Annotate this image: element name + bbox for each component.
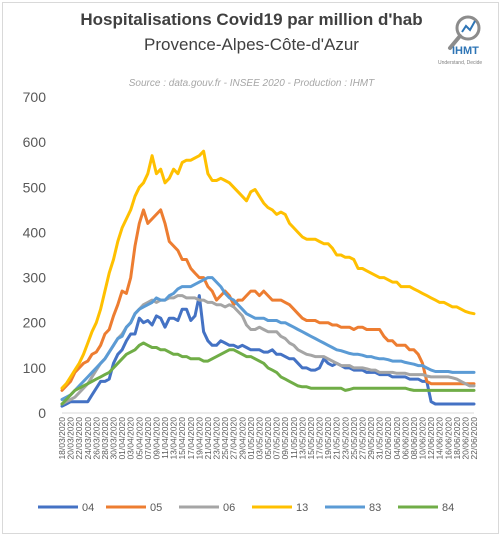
chart-source: Source : data.gouv.fr - INSEE 2020 - Pro… [128,78,375,89]
x-tick-label: 13/04/2020 [169,417,179,460]
x-tick-label: 12/06/2020 [426,417,436,460]
y-tick-label: 300 [23,270,47,286]
series-line-84 [60,341,476,406]
x-tick-label: 23/04/2020 [212,417,222,460]
x-tick-label: 14/06/2020 [435,417,445,460]
series-line-83 [60,276,476,401]
legend-label-84: 84 [442,502,454,514]
x-tick-label: 01/04/2020 [117,417,127,460]
x-tick-label: 30/03/2020 [109,417,119,460]
x-tick-label: 07/04/2020 [143,417,153,460]
x-tick-label: 26/03/2020 [91,417,101,460]
series-line-05 [60,208,476,392]
x-tick-label: 29/04/2020 [237,417,247,460]
x-tick-label: 22/06/2020 [469,417,479,460]
chart-magnifier-icon [448,15,481,50]
x-tick-label: 05/04/2020 [134,417,144,460]
x-tick-label: 20/03/2020 [66,417,76,460]
x-tick-label: 17/05/2020 [315,417,325,460]
x-tick-label: 11/05/2020 [289,417,299,459]
x-tick-label: 27/04/2020 [229,417,239,460]
x-tick-label: 08/06/2020 [409,417,419,460]
x-tick-label: 18/03/2020 [57,417,67,460]
chart-title: Hospitalisations Covid19 par million d'h… [80,10,423,29]
series-line-04 [60,294,476,408]
legend-label-83: 83 [369,502,381,514]
legend-label-06: 06 [223,502,235,514]
x-tick-label: 21/05/2020 [332,417,342,460]
x-tick-label: 09/04/2020 [151,417,161,460]
y-tick-label: 400 [23,224,47,240]
x-tick-label: 21/04/2020 [203,417,213,460]
y-tick-label: 600 [23,134,47,150]
series-line-13 [60,149,476,390]
x-tick-label: 19/05/2020 [323,417,333,460]
chart-subtitle: Provence-Alpes-Côte-d'Azur [144,35,359,54]
x-tick-label: 27/05/2020 [357,417,367,460]
x-tick-label: 28/03/2020 [100,417,110,460]
legend-label-05: 05 [150,502,162,514]
x-tick-label: 31/05/2020 [375,417,385,460]
y-tick-label: 500 [23,179,47,195]
x-tick-label: 13/05/2020 [297,417,307,460]
x-tick-label: 20/06/2020 [460,417,470,460]
x-tick-label: 15/04/2020 [177,417,187,460]
legend-label-13: 13 [296,502,308,514]
y-tick-label: 0 [38,405,46,421]
legend-label-04: 04 [82,502,94,514]
x-tick-label: 16/06/2020 [443,417,453,460]
x-tick-label: 25/05/2020 [349,417,359,460]
x-tick-label: 25/04/2020 [220,417,230,460]
x-tick-label: 11/04/2020 [160,417,170,459]
x-tick-label: 05/05/2020 [263,417,273,460]
x-tick-label: 09/05/2020 [280,417,290,460]
y-tick-label: 700 [23,89,47,105]
x-tick-label: 22/03/2020 [74,417,84,460]
x-tick-label: 17/04/2020 [186,417,196,460]
logo-text: IHMT [452,45,479,57]
chart-frame [2,2,499,534]
x-tick-label: 18/06/2020 [452,417,462,460]
x-tick-label: 03/04/2020 [126,417,136,460]
y-tick-label: 200 [23,315,47,331]
x-tick-label: 01/05/2020 [246,417,256,460]
y-tick-label: 100 [23,360,47,376]
x-tick-label: 03/05/2020 [254,417,264,460]
x-tick-label: 07/05/2020 [272,417,282,460]
x-tick-label: 23/05/2020 [340,417,350,460]
x-tick-label: 15/05/2020 [306,417,316,460]
x-tick-label: 10/06/2020 [418,417,428,460]
x-tick-label: 29/05/2020 [366,417,376,460]
x-tick-label: 24/03/2020 [83,417,93,460]
x-tick-label: 04/06/2020 [392,417,402,460]
x-tick-label: 02/06/2020 [383,417,393,460]
x-tick-label: 06/06/2020 [400,417,410,460]
x-tick-label: 19/04/2020 [194,417,204,460]
logo-tagline: Understand, Decide [438,60,483,66]
